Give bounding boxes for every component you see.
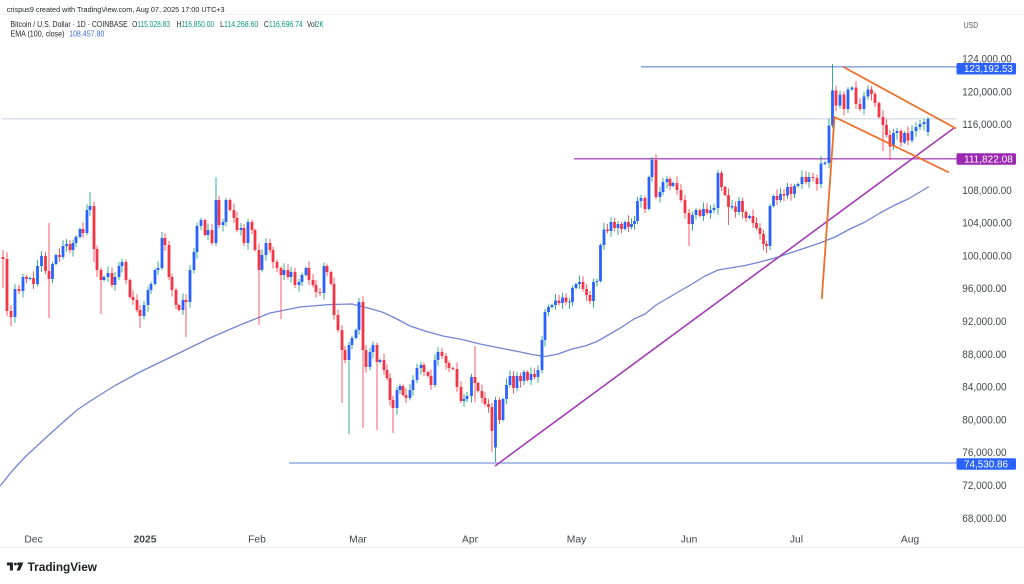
svg-text:Vol2K: Vol2K bbox=[307, 19, 324, 29]
svg-text:124,000.00: 124,000.00 bbox=[962, 54, 1011, 66]
svg-text:108,000.00: 108,000.00 bbox=[962, 185, 1011, 197]
svg-text:72,000.00: 72,000.00 bbox=[962, 480, 1006, 492]
svg-text:H116,850.00: H116,850.00 bbox=[177, 19, 215, 29]
svg-text:2025: 2025 bbox=[134, 534, 157, 545]
svg-text:80,000.00: 80,000.00 bbox=[962, 414, 1006, 426]
svg-text:74,530.86: 74,530.86 bbox=[964, 459, 1008, 470]
svg-text:96,000.00: 96,000.00 bbox=[962, 283, 1006, 295]
svg-text:108,457.80: 108,457.80 bbox=[69, 28, 104, 38]
svg-text:92,000.00: 92,000.00 bbox=[962, 316, 1006, 328]
svg-text:May: May bbox=[567, 534, 587, 545]
svg-text:Aug: Aug bbox=[901, 534, 920, 545]
svg-text:Jun: Jun bbox=[681, 534, 698, 545]
svg-text:88,000.00: 88,000.00 bbox=[962, 349, 1006, 361]
svg-text:84,000.00: 84,000.00 bbox=[962, 382, 1006, 394]
svg-text:Mar: Mar bbox=[349, 534, 367, 545]
svg-text:Jul: Jul bbox=[790, 534, 803, 545]
svg-text:120,000.00: 120,000.00 bbox=[962, 86, 1011, 98]
svg-text:O115,028.83: O115,028.83 bbox=[132, 19, 170, 29]
svg-text:Bitcoin / U.S. Dollar · 1D · C: Bitcoin / U.S. Dollar · 1D · COINBASE bbox=[11, 19, 129, 29]
svg-text:68,000.00: 68,000.00 bbox=[962, 513, 1006, 525]
svg-text:TradingView: TradingView bbox=[28, 560, 98, 574]
svg-text:100,000.00: 100,000.00 bbox=[962, 250, 1011, 262]
svg-text:104,000.00: 104,000.00 bbox=[962, 218, 1011, 230]
svg-text:76,000.00: 76,000.00 bbox=[962, 447, 1006, 459]
svg-text:Dec: Dec bbox=[24, 534, 42, 545]
svg-text:Apr: Apr bbox=[462, 534, 479, 545]
svg-text:EMA (100, close): EMA (100, close) bbox=[11, 28, 65, 38]
svg-text:Feb: Feb bbox=[248, 534, 266, 545]
svg-text:C116,696.74: C116,696.74 bbox=[264, 19, 303, 29]
svg-text:111,822.08: 111,822.08 bbox=[964, 154, 1013, 165]
svg-text:USD: USD bbox=[964, 21, 979, 30]
svg-text:123,192.53: 123,192.53 bbox=[964, 64, 1013, 75]
svg-text:L114,268.60: L114,268.60 bbox=[220, 19, 258, 29]
svg-text:116,000.00: 116,000.00 bbox=[962, 119, 1011, 131]
svg-text:crispus9 created with TradingV: crispus9 created with TradingView.com, A… bbox=[7, 5, 225, 14]
